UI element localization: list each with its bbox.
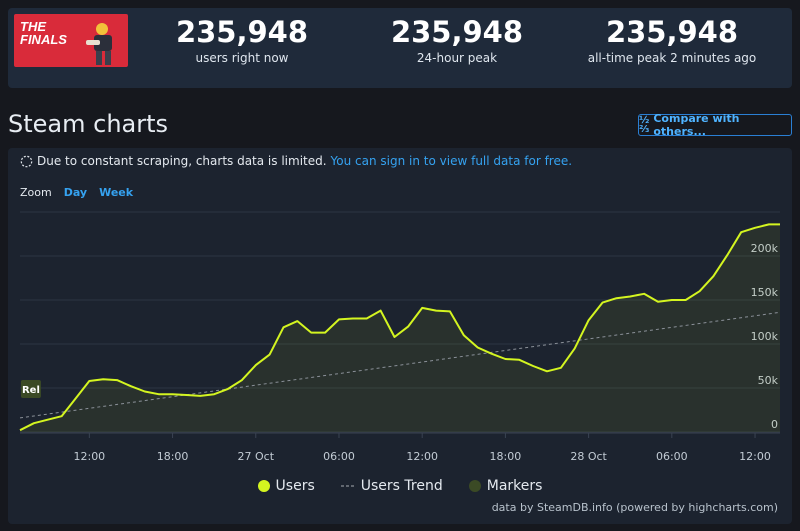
game-character-art: [86, 23, 112, 65]
legend-markers[interactable]: Markers: [468, 478, 543, 494]
zoom-day-button[interactable]: Day: [63, 186, 88, 199]
legend-markers-label: Markers: [486, 478, 543, 494]
stat-label: all-time peak 2 minutes ago: [587, 51, 757, 65]
x-tick-label: 27 Oct: [238, 450, 275, 463]
notice-text: Due to constant scraping, charts data is…: [37, 154, 327, 168]
stat-label: 24-hour peak: [416, 51, 498, 65]
dashed-circle-icon: [20, 155, 33, 167]
y-tick-label: 150k: [751, 286, 779, 299]
stat-value: 235,948: [390, 15, 524, 49]
y-tick-label: 0: [771, 418, 778, 431]
stat-users-now: 235,948 users right now: [142, 16, 342, 65]
section-title: Steam charts: [8, 110, 169, 138]
legend-trend-label: Users Trend: [360, 478, 443, 494]
zoom-week-button[interactable]: Week: [99, 186, 134, 199]
sign-in-link[interactable]: You can sign in to view full data for fr…: [330, 154, 573, 168]
users-area: [20, 224, 780, 432]
legend-users-dot: [257, 480, 270, 492]
stat-label: users right now: [195, 51, 289, 65]
stat-value: 235,948: [605, 15, 739, 49]
legend-trend-line: [340, 485, 355, 487]
x-tick-label: 06:00: [656, 450, 688, 463]
zoom-label: Zoom: [20, 186, 52, 199]
release-marker: [20, 380, 41, 398]
x-tick-label: 18:00: [157, 450, 189, 463]
x-tick-label: 12:00: [73, 450, 105, 463]
data-credit: data by SteamDB.info (powered by highcha…: [491, 501, 778, 514]
player-count-chart[interactable]: 0 50k 100k 150k 200k 12:00 18:00 27 Oct 06:00 12:…: [8, 148, 792, 478]
release-marker-label: Rel: [22, 385, 40, 396]
y-tick-label: 100k: [751, 330, 779, 343]
game-banner[interactable]: THE FINALS: [14, 14, 128, 67]
stat-value: 235,948: [175, 15, 309, 49]
legend-users[interactable]: Users: [257, 478, 315, 494]
x-tick-label: 12:00: [739, 450, 771, 463]
chart-legend: Users Users Trend Markers: [8, 478, 792, 494]
y-tick-label: 50k: [758, 374, 779, 387]
x-tick-label: 12:00: [406, 450, 438, 463]
legend-markers-dot: [468, 480, 481, 492]
data-limit-notice: Due to constant scraping, charts data is…: [20, 154, 572, 168]
game-logo: THE FINALS: [20, 19, 67, 47]
compare-label: Compare with others...: [653, 112, 740, 138]
x-tick-label: 06:00: [323, 450, 355, 463]
stat-24h-peak: 235,948 24-hour peak: [357, 16, 557, 65]
users-line: [19, 223, 780, 432]
chart-panel: Due to constant scraping, charts data is…: [8, 148, 792, 524]
users-trend-line: [19, 311, 781, 419]
legend-users-label: Users: [275, 478, 315, 494]
stats-bar: [8, 8, 792, 88]
x-tick-label: 18:00: [490, 450, 522, 463]
zoom-controls: Zoom Day Week: [20, 186, 133, 199]
y-tick-label: 200k: [751, 242, 779, 255]
legend-users-trend[interactable]: Users Trend: [340, 478, 443, 494]
x-tick-label: 28 Oct: [570, 450, 607, 463]
stat-all-time-peak: 235,948 all-time peak 2 minutes ago: [572, 16, 772, 65]
